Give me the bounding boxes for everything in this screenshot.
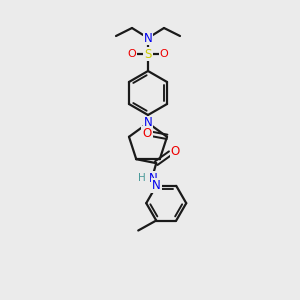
Text: N: N: [152, 179, 161, 192]
Text: O: O: [142, 127, 152, 140]
Text: N: N: [144, 116, 152, 130]
Text: N: N: [144, 32, 152, 44]
Text: O: O: [171, 145, 180, 158]
Text: H: H: [138, 173, 146, 183]
Text: N: N: [149, 172, 158, 185]
Text: O: O: [128, 49, 136, 59]
Text: S: S: [144, 47, 152, 61]
Text: O: O: [160, 49, 168, 59]
